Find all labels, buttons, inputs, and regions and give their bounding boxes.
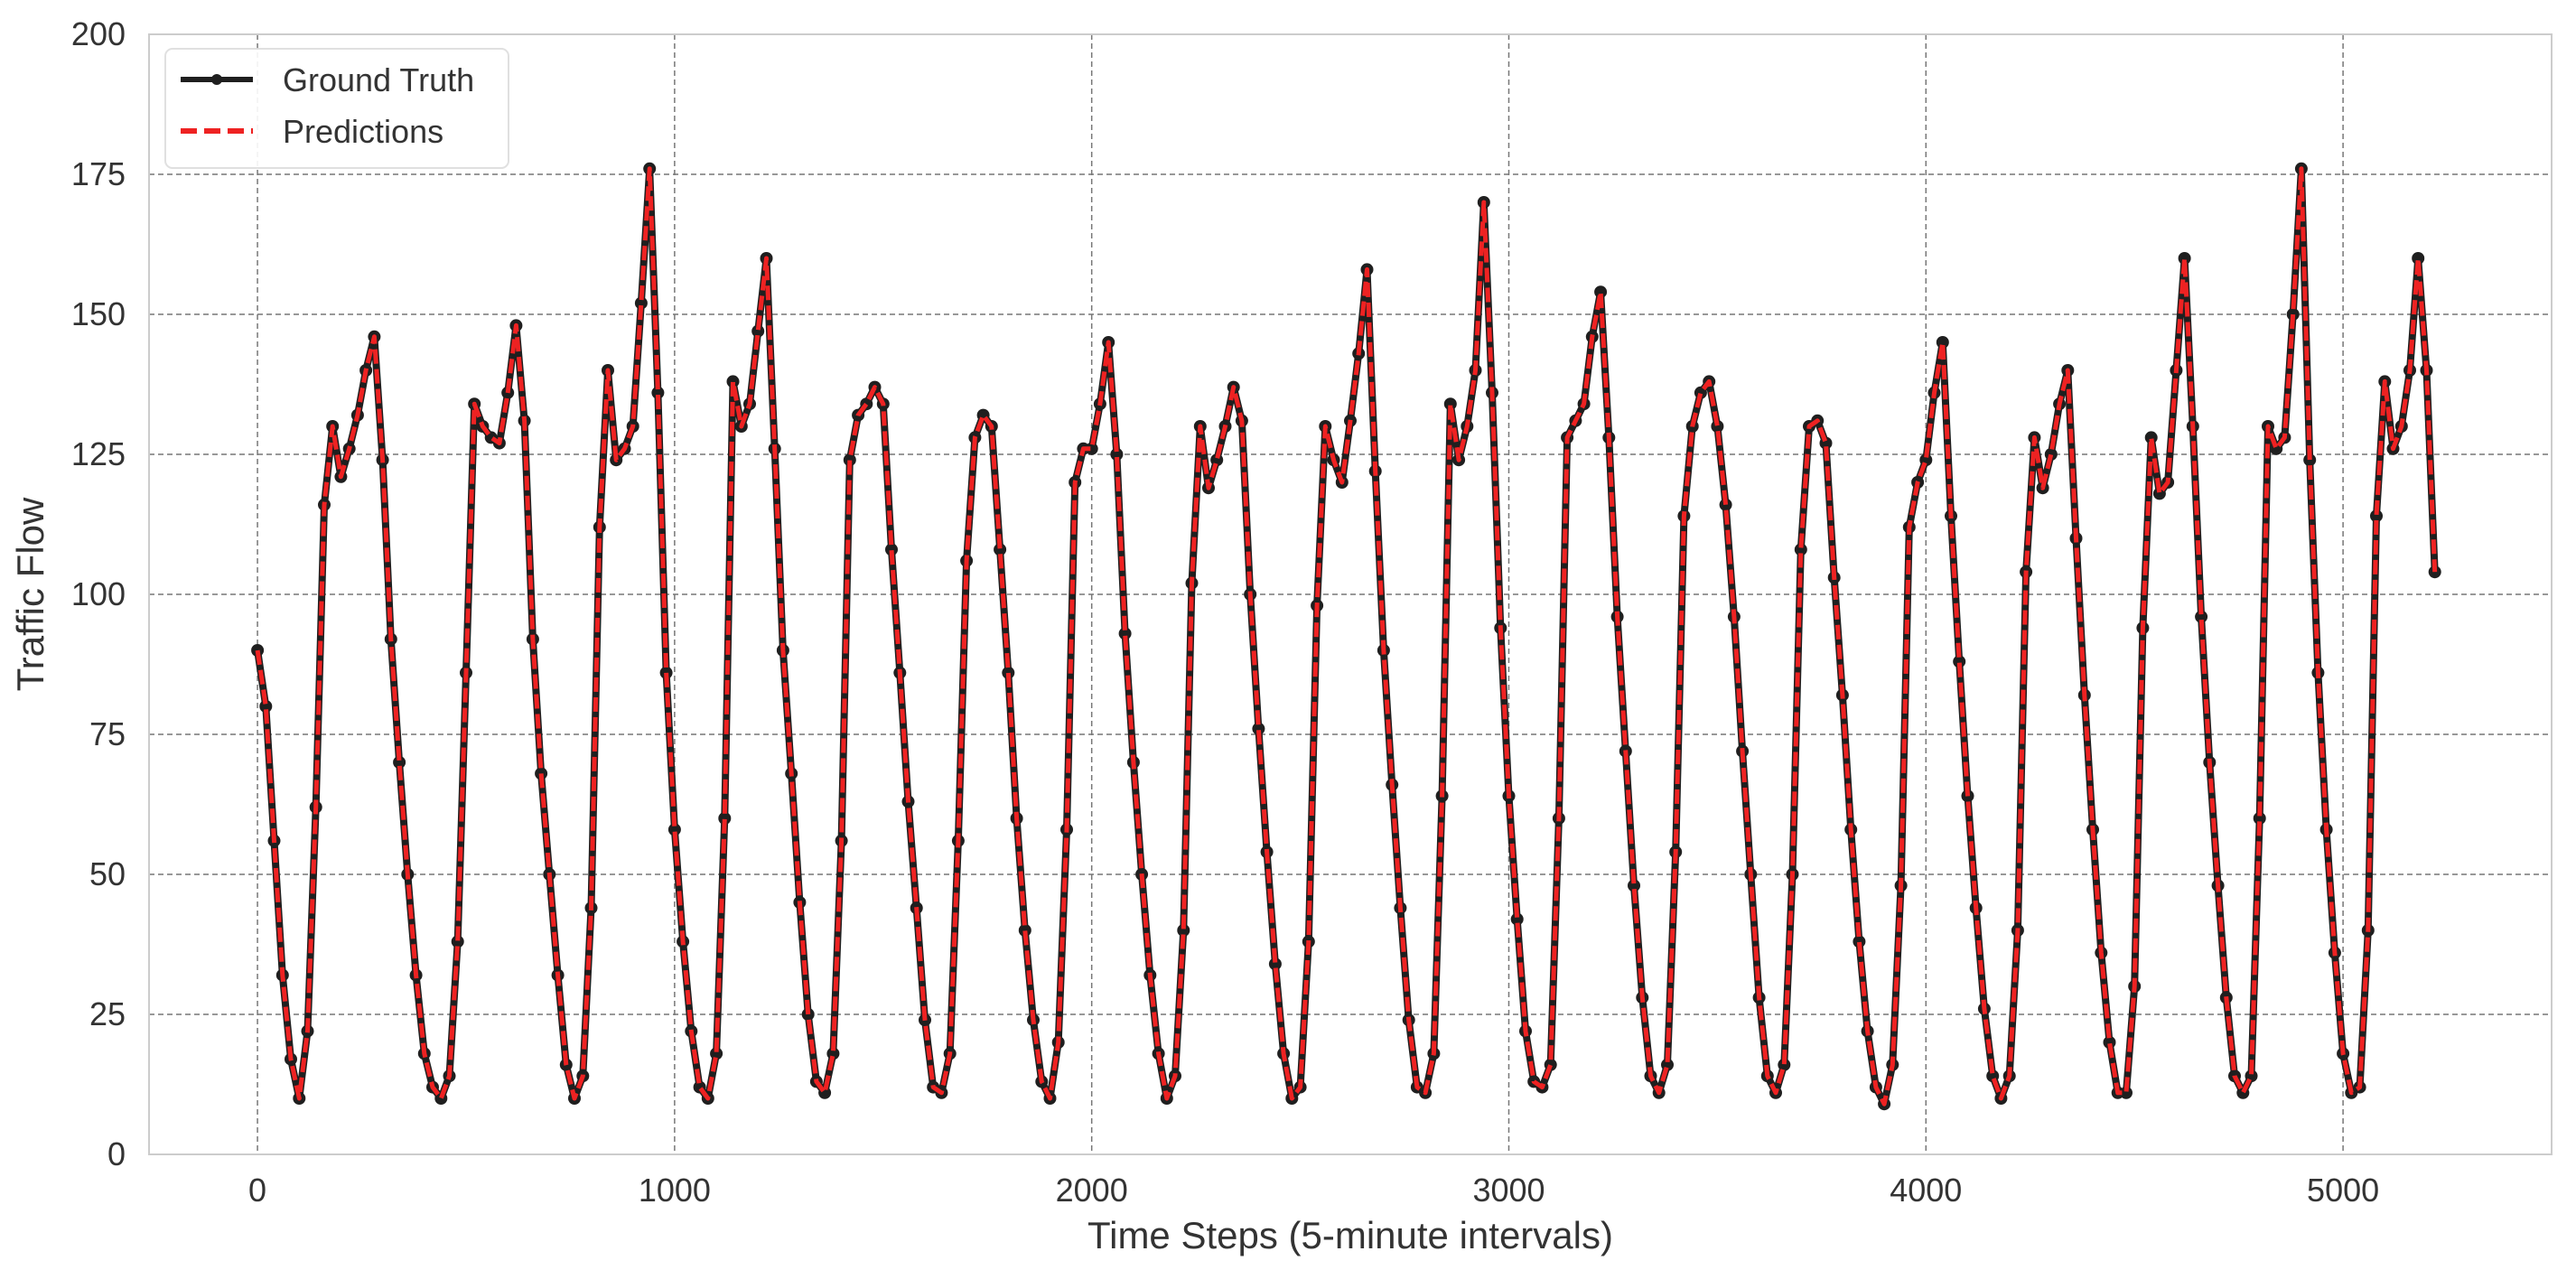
predictions-line bbox=[255, 166, 2438, 1107]
ground-truth-point bbox=[667, 823, 681, 836]
ground-truth-point bbox=[1778, 1058, 1791, 1071]
ground-truth-point bbox=[885, 543, 898, 556]
y-tick-label: 75 bbox=[89, 715, 126, 752]
plot-frame bbox=[148, 33, 2553, 1155]
ground-truth-point bbox=[2286, 308, 2300, 321]
ground-truth-point bbox=[634, 296, 648, 310]
ground-truth-point bbox=[1268, 957, 1282, 971]
ground-truth-point bbox=[259, 700, 273, 713]
ground-truth-point bbox=[659, 666, 673, 679]
ground-truth-point bbox=[1018, 924, 1031, 937]
legend-ground-truth-marker bbox=[211, 74, 222, 85]
ground-truth-point bbox=[393, 756, 406, 769]
y-tick-label: 200 bbox=[71, 15, 126, 52]
y-tick-label: 175 bbox=[71, 155, 126, 192]
y-axis-label: Traffic Flow bbox=[9, 497, 51, 691]
y-tick-label: 50 bbox=[89, 855, 126, 892]
x-axis: 0 1000 2000 3000 4000 5000 bbox=[248, 1172, 2379, 1209]
ground-truth-point bbox=[994, 543, 1007, 556]
ground-truth-point bbox=[2178, 252, 2191, 265]
ground-truth-point bbox=[1628, 879, 1640, 892]
ground-truth-point bbox=[2120, 1086, 2133, 1099]
ground-truth-point bbox=[1936, 336, 1949, 349]
ground-truth-point bbox=[726, 375, 740, 388]
ground-truth-point bbox=[718, 812, 732, 825]
ground-truth-point bbox=[651, 386, 665, 399]
y-tick-label: 0 bbox=[107, 1135, 126, 1172]
y-axis: 0 25 50 75 100 125 150 175 200 bbox=[71, 15, 126, 1172]
ground-truth-point bbox=[1594, 285, 1608, 299]
ground-truth-point bbox=[1110, 448, 1124, 461]
x-tick-label: 2000 bbox=[1056, 1172, 1128, 1209]
ground-truth-point bbox=[1953, 655, 1966, 668]
y-tick-label: 25 bbox=[89, 995, 126, 1032]
ground-truth-point bbox=[1443, 397, 1457, 411]
ground-truth-point bbox=[1719, 498, 1732, 511]
ground-truth-point bbox=[843, 453, 856, 467]
grid bbox=[149, 34, 2552, 1154]
ground-truth-point bbox=[2103, 1036, 2116, 1049]
y-tick-label: 125 bbox=[71, 435, 126, 472]
x-tick-label: 0 bbox=[248, 1172, 266, 1209]
legend-ground-truth-label: Ground Truth bbox=[283, 61, 474, 98]
y-tick-label: 150 bbox=[71, 295, 126, 332]
ground-truth-point bbox=[1177, 924, 1190, 937]
x-tick-label: 1000 bbox=[639, 1172, 711, 1209]
ground-truth-point bbox=[710, 1047, 723, 1060]
ground-truth-point bbox=[2144, 431, 2158, 444]
x-tick-label: 4000 bbox=[1890, 1172, 1962, 1209]
ground-truth-point bbox=[2195, 610, 2208, 623]
predictions-series bbox=[255, 166, 2438, 1107]
ground-truth-point bbox=[1118, 627, 1132, 640]
x-tick-label: 3000 bbox=[1472, 1172, 1545, 1209]
ground-truth-point bbox=[2370, 509, 2383, 523]
ground-truth-point bbox=[2412, 252, 2425, 265]
ground-truth-point bbox=[1252, 722, 1265, 735]
ground-truth-point bbox=[1711, 420, 1724, 433]
x-axis-label: Time Steps (5-minute intervals) bbox=[1087, 1214, 1613, 1256]
legend-predictions-label: Predictions bbox=[283, 113, 443, 150]
ground-truth-point bbox=[1510, 912, 1524, 926]
ground-truth-point bbox=[751, 324, 765, 338]
legend: Ground Truth Predictions bbox=[164, 48, 509, 169]
ground-truth-point bbox=[2303, 453, 2317, 467]
ground-truth-point bbox=[1853, 935, 1866, 948]
y-tick-label: 100 bbox=[71, 575, 126, 612]
ground-truth-point bbox=[1085, 442, 1098, 455]
ground-truth-point bbox=[801, 1008, 815, 1021]
ground-truth-point bbox=[1002, 666, 1015, 679]
ground-truth-point bbox=[1794, 543, 1807, 556]
ground-truth-point bbox=[2253, 812, 2266, 825]
ground-truth-point bbox=[2044, 448, 2058, 461]
ground-truth-point bbox=[826, 1047, 840, 1060]
ground-truth-point bbox=[1694, 386, 1707, 399]
x-tick-label: 5000 bbox=[2307, 1172, 2379, 1209]
ground-truth-point bbox=[451, 935, 464, 948]
